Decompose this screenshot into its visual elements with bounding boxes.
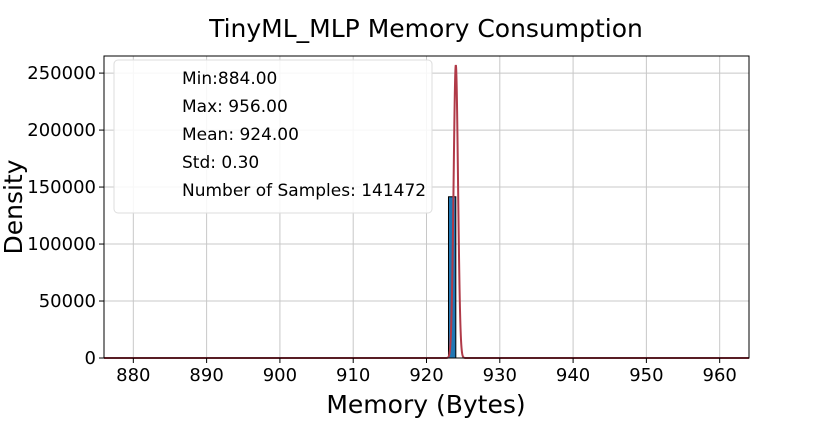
x-tick-label: 920 [409,365,443,386]
y-tick-label: 150000 [27,177,96,198]
y-tick-label: 100000 [27,234,96,255]
stat-mean: Mean: 924.00 [182,125,299,145]
stats-box-frame [113,59,433,214]
y-tick-label: 0 [85,348,96,369]
stat-min: Min:884.00 [182,69,277,89]
x-tick-label: 930 [483,365,517,386]
x-tick-label: 890 [189,365,223,386]
y-tick-label: 50000 [39,291,96,312]
stat-max: Max: 956.00 [182,97,288,117]
chart-title: TinyML_MLP Memory Consumption [208,14,643,43]
stat-std: Std: 0.30 [182,153,259,173]
x-tick-label: 940 [556,365,590,386]
x-axis-ticks: 880 890 900 910 920 930 940 950 960 [116,358,737,386]
x-tick-label: 910 [336,365,370,386]
stats-box: Min:884.00 Max: 956.00 Mean: 924.00 Std:… [113,59,433,214]
y-tick-label: 250000 [27,63,96,84]
y-axis-ticks: 0 50000 100000 150000 200000 250000 [27,63,104,369]
y-tick-label: 200000 [27,120,96,141]
x-tick-label: 960 [703,365,737,386]
y-axis-label: Density [0,159,28,254]
x-axis-label: Memory (Bytes) [326,390,525,419]
x-tick-label: 950 [629,365,663,386]
x-tick-label: 900 [263,365,297,386]
x-tick-label: 880 [116,365,150,386]
stat-samples: Number of Samples: 141472 [182,181,426,201]
